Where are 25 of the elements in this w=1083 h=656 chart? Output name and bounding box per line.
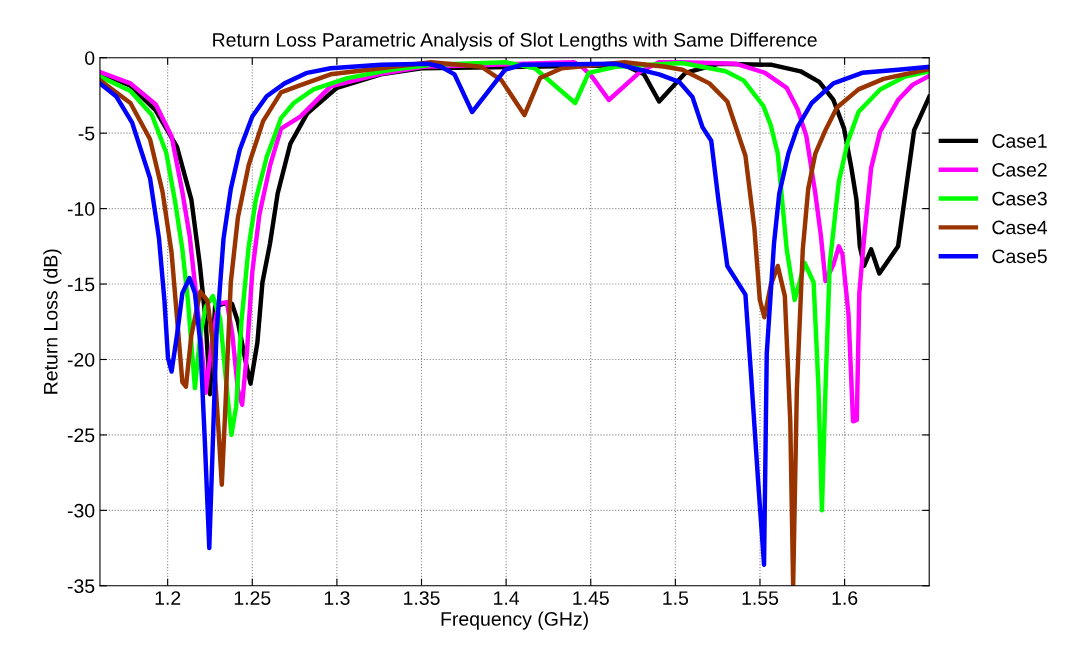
x-tick-label: 1.4	[494, 591, 520, 605]
legend-label: Case5	[992, 249, 1047, 264]
x-axis-title: Frequency (GHz)	[441, 611, 588, 630]
x-tick-label: 1.5	[663, 591, 689, 605]
legend-label: Case4	[992, 220, 1048, 235]
y-tick-label: -5	[78, 126, 95, 141]
chart-title: Return Loss Parametric Analysis of Slot Lengths with Same Difference	[213, 32, 817, 51]
y-tick-label: -35	[67, 579, 95, 594]
x-tick-label: 1.3	[324, 591, 350, 605]
x-tick-label: 1.55	[742, 591, 779, 605]
x-tick-label: 1.35	[404, 591, 440, 605]
y-tick-label: -25	[67, 428, 95, 443]
y-tick-label: -20	[67, 352, 95, 367]
x-tick-label: 1.6	[832, 591, 858, 605]
y-tick-label: -30	[67, 503, 95, 518]
x-tick-label: 1.45	[573, 591, 609, 605]
legend-label: Case1	[992, 134, 1047, 148]
y-tick-label: -15	[67, 277, 95, 292]
x-tick-label: 1.25	[234, 591, 271, 605]
legend-label: Case3	[992, 191, 1047, 206]
y-axis-title: Return Loss (dB)	[43, 249, 62, 394]
x-tick-label: 1.2	[155, 591, 181, 605]
legend-label: Case2	[992, 162, 1047, 177]
y-tick-label: -10	[67, 202, 95, 216]
y-tick-label: 0	[85, 51, 95, 65]
